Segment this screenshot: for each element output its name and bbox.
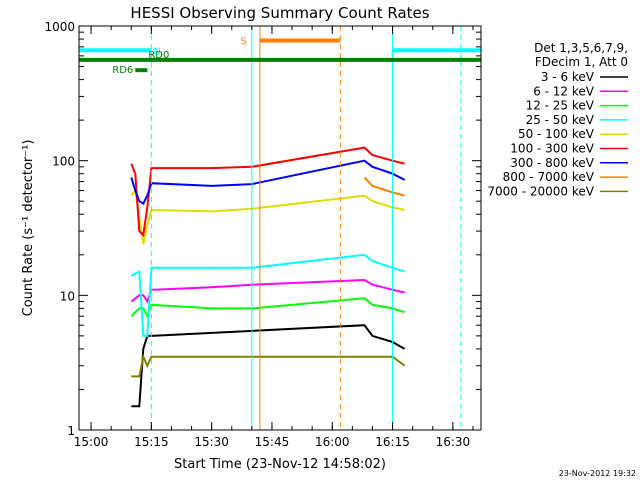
legend-header-line-1: Det 1,3,5,6,7,9,	[534, 41, 628, 55]
footer-timestamp: 23-Nov-2012 19:32	[559, 469, 636, 478]
series-line-50-100-kev	[130, 188, 405, 245]
series-line-300-800-kev	[130, 159, 406, 206]
series-line-25-50-kev	[130, 253, 405, 337]
legend-label-3-6-kev: 3 - 6 keV	[541, 70, 595, 84]
y-tick-label-10: 10	[60, 289, 75, 303]
plot-frame	[78, 25, 482, 431]
y-tick-label-100: 100	[52, 155, 75, 169]
axis-layer: 15:00 15:15 15:30 15:45 16:00 16:15 16:30 1 10 10…	[44, 20, 481, 449]
overlay-layer	[79, 26, 481, 430]
x-tick-label-16-00: 16:00	[315, 435, 350, 449]
series-layer	[130, 146, 406, 408]
legend-label-12-25-kev: 12 - 25 keV	[526, 99, 595, 113]
flag-label-rd0: RD0	[148, 50, 169, 61]
legend-label-800-7000-kev: 800 - 7000 keV	[503, 170, 595, 184]
series-line-3-6-kev	[131, 324, 406, 408]
legend-label-100-300-kev: 100 - 300 keV	[510, 142, 594, 156]
flag-label-s: S	[241, 37, 247, 48]
series-line-6-12-kev	[130, 278, 405, 304]
y-tick-label-1000: 1000	[44, 20, 75, 34]
legend-label-6-12-kev: 6 - 12 keV	[533, 84, 595, 98]
x-tick-label-16-30: 16:30	[436, 435, 471, 449]
flag-label-n: N	[153, 46, 160, 57]
flag-label-rd6: RD6	[112, 65, 133, 76]
x-tick-label-15-00: 15:00	[74, 435, 109, 449]
x-tick-label-15-15: 15:15	[134, 435, 169, 449]
series-line-100-300-kev	[130, 146, 405, 238]
legend-label-300-800-kev: 300 - 800 keV	[510, 156, 594, 170]
x-tick-label-15-30: 15:30	[194, 435, 229, 449]
series-line-7000-20000-kev	[131, 353, 406, 378]
legend-header-line-2: FDecim 1, Att 0	[535, 55, 628, 69]
y-tick-label-1: 1	[67, 424, 75, 438]
x-axis-label: Start Time (23-Nov-12 14:58:02)	[174, 457, 386, 472]
legend-label-7000-20000-kev: 7000 - 20000 keV	[487, 184, 594, 198]
y-axis-label: Count Rate (s⁻¹ detector⁻¹)	[21, 140, 36, 317]
legend-label-50-100-kev: 50 - 100 keV	[518, 127, 595, 141]
legend: Det 1,3,5,6,7,9, FDecim 1, Att 0 3 - 6 k…	[487, 41, 628, 198]
series-line-800-7000-kev	[363, 176, 405, 197]
chart-title: HESSI Observing Summary Count Rates	[130, 4, 429, 22]
legend-label-25-50-kev: 25 - 50 keV	[526, 113, 595, 127]
x-tick-label-15-45: 15:45	[255, 435, 290, 449]
x-tick-label-16-15: 16:15	[375, 435, 410, 449]
series-line-12-25-kev	[130, 297, 405, 319]
